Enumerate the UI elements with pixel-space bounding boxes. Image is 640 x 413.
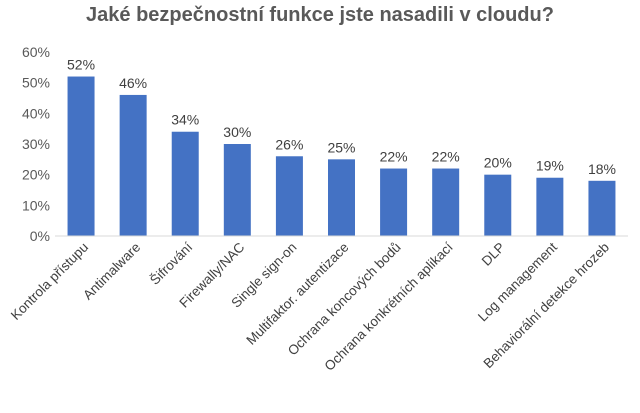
bar [380, 168, 408, 236]
x-tick-label: Kontrola přístupu [8, 240, 91, 323]
chart-title: Jaké bezpečnostní funkce jste nasadili v… [86, 4, 554, 26]
data-label: 46% [119, 75, 147, 91]
y-tick-label: 40% [22, 105, 50, 121]
bar [328, 159, 355, 236]
bar [588, 180, 616, 236]
bar [536, 177, 564, 236]
data-label: 22% [380, 149, 408, 165]
y-tick-label: 20% [22, 167, 50, 183]
data-label: 19% [536, 158, 564, 174]
y-tick-label: 60% [22, 44, 50, 60]
data-label: 18% [588, 161, 616, 177]
data-label: 52% [67, 57, 95, 73]
data-label: 22% [432, 149, 460, 165]
bar [223, 144, 251, 236]
data-label: 26% [275, 136, 303, 152]
x-tick-label: DLP [479, 240, 508, 269]
bar [432, 168, 460, 236]
bar [275, 156, 303, 236]
bar [484, 174, 512, 236]
data-label: 20% [484, 155, 512, 171]
data-label: 25% [327, 139, 355, 155]
bar [67, 76, 95, 237]
data-labels: 52% 46% 34% 30% 26% 25% 22% 22% 20% 19% 18% [67, 57, 616, 177]
bar [119, 94, 147, 236]
y-tick-label: 30% [22, 136, 50, 152]
bar [171, 131, 199, 236]
data-label: 34% [171, 112, 199, 128]
bars [67, 76, 616, 237]
y-axis: 0% 10% 20% 30% 40% 50% 60% [22, 44, 50, 244]
y-tick-label: 0% [30, 228, 50, 244]
x-tick-label: Multifaktor. autentizace [243, 240, 351, 348]
y-tick-label: 50% [22, 75, 50, 91]
y-tick-label: 10% [22, 197, 50, 213]
x-tick-label: Šifrování [147, 239, 195, 287]
data-label: 30% [223, 124, 251, 140]
